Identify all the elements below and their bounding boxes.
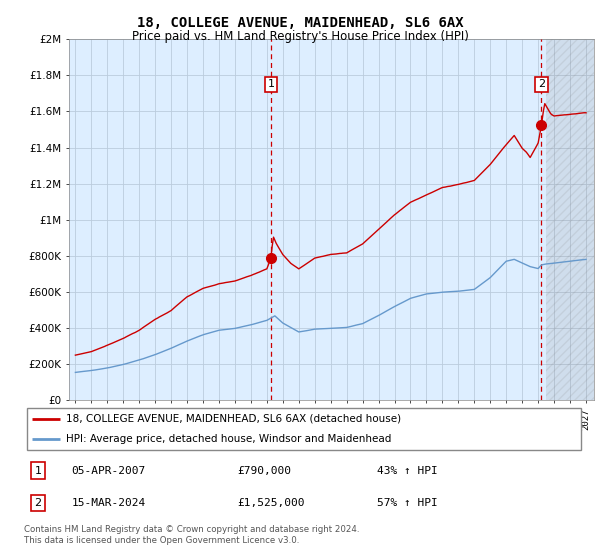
Text: Price paid vs. HM Land Registry's House Price Index (HPI): Price paid vs. HM Land Registry's House … xyxy=(131,30,469,43)
Text: 57% ↑ HPI: 57% ↑ HPI xyxy=(377,498,438,508)
Text: £790,000: £790,000 xyxy=(237,465,291,475)
Bar xyxy=(546,39,600,400)
Bar xyxy=(546,39,600,400)
Text: HPI: Average price, detached house, Windsor and Maidenhead: HPI: Average price, detached house, Wind… xyxy=(66,434,391,444)
Text: £1,525,000: £1,525,000 xyxy=(237,498,305,508)
Text: 2: 2 xyxy=(538,80,545,90)
Text: Contains HM Land Registry data © Crown copyright and database right 2024.
This d: Contains HM Land Registry data © Crown c… xyxy=(24,525,359,545)
Text: 05-APR-2007: 05-APR-2007 xyxy=(71,465,146,475)
Text: 18, COLLEGE AVENUE, MAIDENHEAD, SL6 6AX: 18, COLLEGE AVENUE, MAIDENHEAD, SL6 6AX xyxy=(137,16,463,30)
Text: 43% ↑ HPI: 43% ↑ HPI xyxy=(377,465,438,475)
Text: 1: 1 xyxy=(268,80,274,90)
Text: 18, COLLEGE AVENUE, MAIDENHEAD, SL6 6AX (detached house): 18, COLLEGE AVENUE, MAIDENHEAD, SL6 6AX … xyxy=(66,414,401,424)
Text: 15-MAR-2024: 15-MAR-2024 xyxy=(71,498,146,508)
Text: 1: 1 xyxy=(35,465,41,475)
Text: 2: 2 xyxy=(34,498,41,508)
FancyBboxPatch shape xyxy=(27,408,581,450)
